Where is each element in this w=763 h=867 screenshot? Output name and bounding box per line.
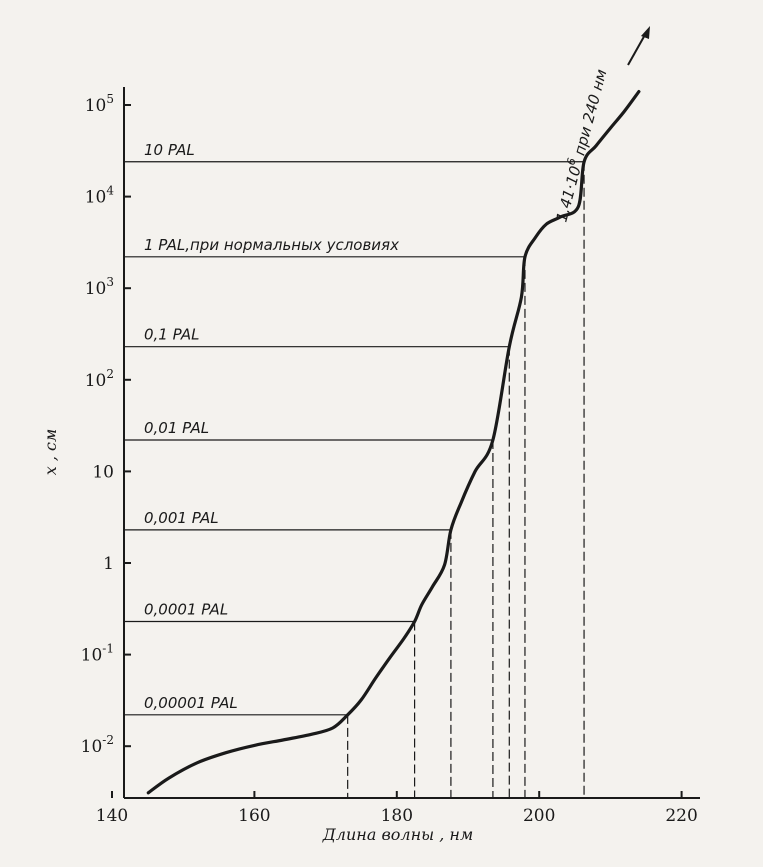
y-tick-base: 10	[85, 279, 107, 299]
x-tick-label: 160	[238, 806, 270, 826]
curve-layer	[146, 90, 641, 795]
level-label: 1 PAL,при нормальных условиях	[144, 236, 399, 254]
y-tick-base: 10	[85, 371, 107, 391]
level-label: 10 PAL	[144, 141, 195, 159]
y-tick-label: 10	[92, 462, 114, 482]
y-tick-exponent: 4	[106, 184, 114, 198]
y-tick-base: 10	[81, 737, 103, 757]
annotation-suffix: при 240 нм	[569, 67, 610, 162]
y-axis-label: x , см	[41, 429, 60, 476]
annotation-arrow	[627, 26, 650, 66]
y-tick-base: 10	[92, 462, 114, 482]
annotation-sup: 6	[564, 157, 578, 167]
y-tick-base: 10	[81, 646, 103, 666]
x-axis-label: Длина волны , нм	[322, 825, 473, 844]
y-tick-exponent: -2	[102, 733, 114, 747]
level-label: 0,0001 PAL	[144, 600, 228, 618]
x-tick-label: 140	[96, 806, 128, 826]
level-label: 0,001 PAL	[144, 509, 219, 527]
y-tick-label: 10-1	[81, 642, 114, 666]
x-ticks: 140 160 180 200 220	[96, 791, 698, 826]
y-tick-exponent: -1	[102, 642, 114, 656]
level-label: 0,01 PAL	[144, 419, 209, 437]
arrow-shaft	[627, 32, 647, 66]
y-tick-base: 1	[103, 554, 114, 574]
y-tick-base: 10	[85, 96, 107, 116]
arrow-head	[641, 26, 650, 39]
series-line	[146, 90, 641, 795]
y-axis-label-group: x , см	[41, 429, 60, 476]
axes	[123, 87, 700, 799]
y-tick-label: 102	[85, 367, 114, 391]
pal-levels: 10 PAL 1 PAL,при нормальных условиях 0,1 P…	[124, 141, 585, 798]
y-tick-label: 1	[103, 554, 114, 574]
y-tick-exponent: 5	[106, 92, 114, 106]
x-tick-label: 200	[523, 806, 555, 826]
y-tick-exponent: 3	[106, 275, 114, 289]
level-label: 0,00001 PAL	[144, 694, 238, 712]
y-tick-exponent: 2	[106, 367, 114, 381]
x-tick-label: 220	[665, 806, 697, 826]
y-tick-label: 105	[85, 92, 114, 116]
y-tick-base: 10	[85, 188, 107, 208]
y-tick-label: 103	[85, 275, 114, 299]
y-tick-label: 10-2	[81, 733, 114, 757]
y-tick-label: 104	[85, 184, 115, 208]
x-tick-label: 180	[381, 806, 413, 826]
level-label: 0,1 PAL	[144, 326, 200, 344]
